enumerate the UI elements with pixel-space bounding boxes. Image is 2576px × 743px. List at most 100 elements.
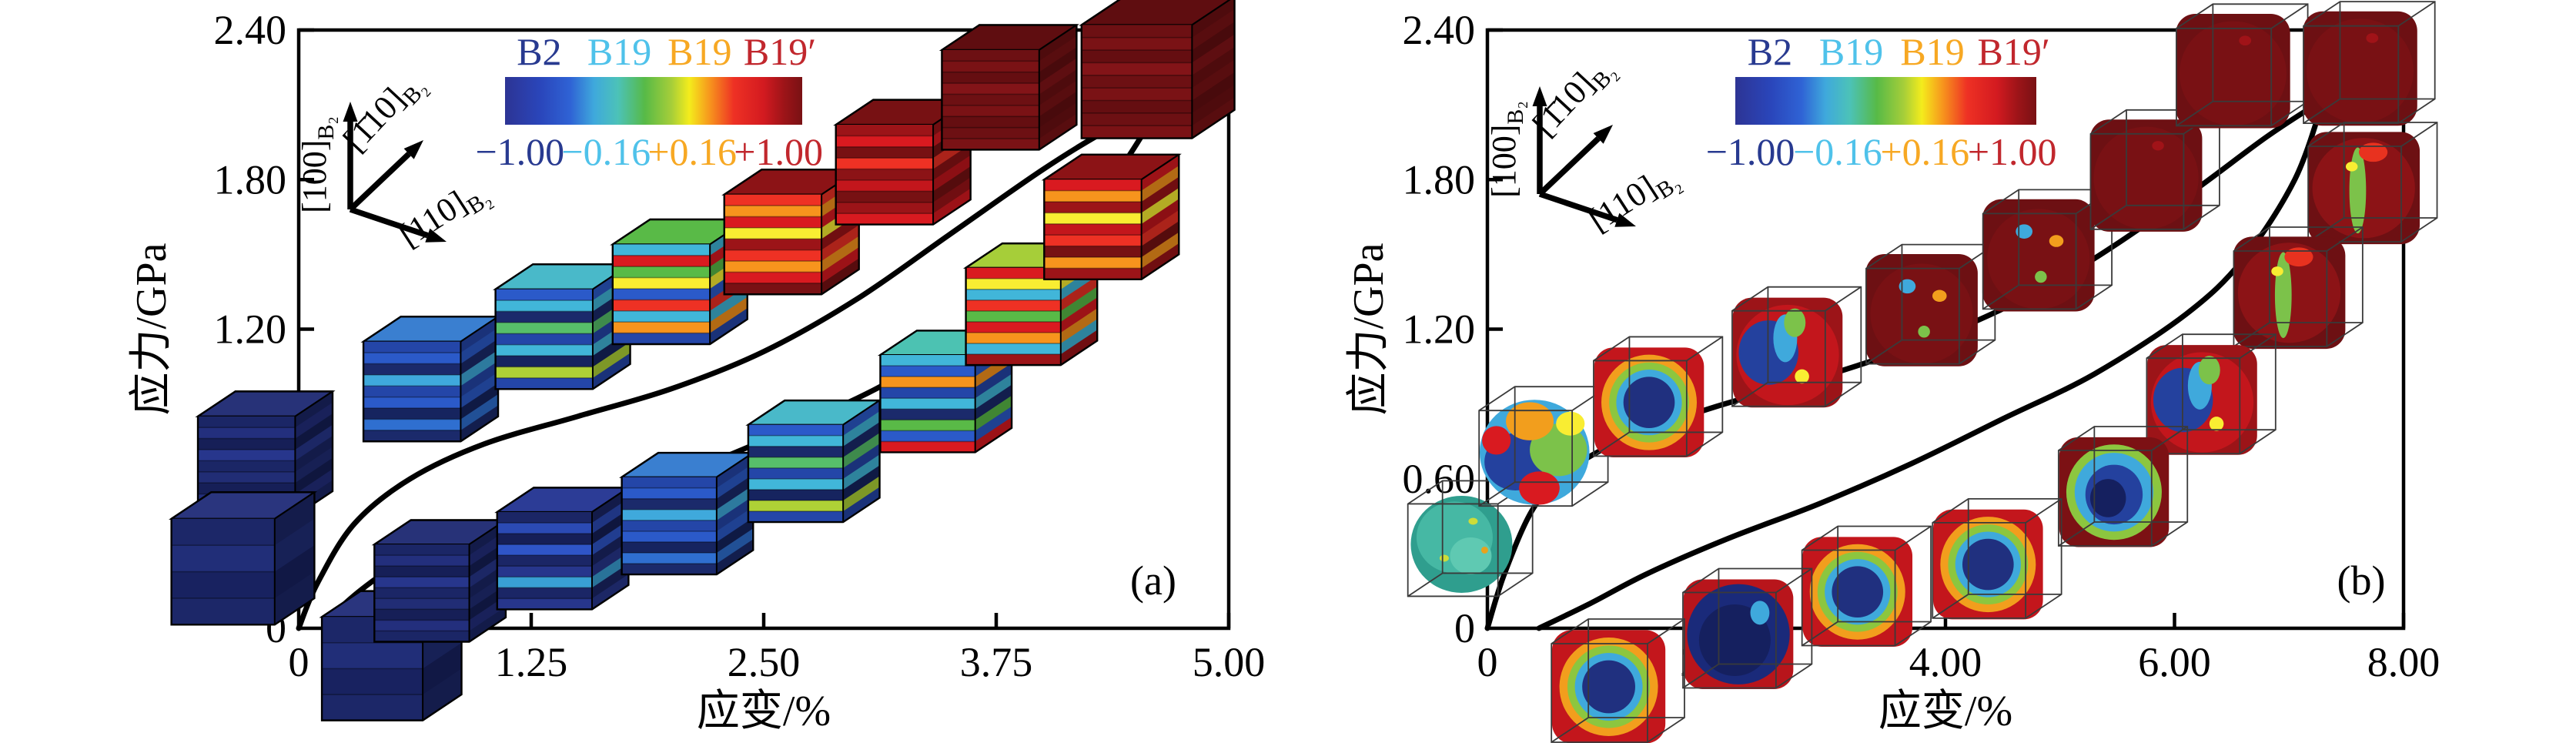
phase-snapshot-cube [371, 519, 509, 643]
cube-side-band [1141, 199, 1179, 236]
cube-front-band [612, 322, 711, 334]
cube-blob [1519, 471, 1560, 505]
cube-front-band [942, 116, 1039, 129]
cube-side-band [933, 155, 971, 192]
cube-front-band [880, 398, 975, 410]
phase-snapshot-cube [938, 24, 1080, 151]
cube-blob [1482, 426, 1511, 455]
cube-side-band [716, 485, 754, 521]
phase-label: B19′ [1978, 30, 2050, 73]
cube-edge [842, 400, 881, 426]
cube-front-band [497, 555, 592, 567]
cube-side-band [1192, 0, 1235, 38]
cube-side-band [1141, 232, 1179, 269]
cube-blob [2307, 18, 2414, 124]
cube-side-band [1192, 34, 1235, 76]
colorbar-tick-label: −1.00 [475, 130, 564, 173]
phase-snapshot-cube [1407, 480, 1534, 597]
phase-snapshot-cube [1079, 0, 1236, 139]
phase-snapshot-cube [1551, 618, 1685, 743]
cube-wireframe-edge [2176, 100, 2213, 127]
cube-side-band [975, 363, 1012, 399]
crystal-axis-arrow [1532, 86, 1547, 194]
cube-side-band [274, 545, 315, 599]
cube-wireframe-edge [1593, 431, 1630, 457]
cube-front-band [1081, 37, 1193, 51]
cube-side-band [592, 342, 631, 379]
cube-front-band [1044, 246, 1142, 258]
cube-front-band [374, 631, 470, 643]
cube-front-band [724, 272, 822, 284]
x-tick-label: 6.00 [2138, 639, 2211, 685]
cube-side-band [1039, 80, 1077, 117]
cube-front-band [835, 213, 934, 226]
cube-side-shade [843, 400, 880, 523]
cube-side-band [843, 422, 880, 458]
cube-front-band [835, 158, 934, 170]
cube-side-shade [1141, 154, 1179, 279]
cube-front-band [880, 430, 975, 442]
axis-label-110: [110]B₂ [393, 170, 497, 259]
y-tick-label: 0.60 [1403, 456, 1476, 502]
cube-blob [2035, 270, 2047, 283]
cube-side-band [1060, 297, 1098, 333]
cube-front-band [835, 124, 934, 136]
phase-snapshot-cube [2307, 122, 2438, 245]
cube-front-band [942, 83, 1039, 95]
cube-side-band [274, 518, 315, 573]
cube-side-band [975, 384, 1012, 420]
colorbar-tick-label: +0.16 [647, 130, 737, 173]
cube-front-band [363, 353, 461, 365]
cube-side-band [274, 492, 315, 546]
cube-wireframe-edge [1825, 286, 1862, 312]
cube-blob [1450, 537, 1492, 574]
cube-front-band [374, 620, 470, 632]
y-tick-label: 1.80 [1403, 156, 1476, 202]
cube-front-band [495, 311, 593, 323]
cube-outline [494, 263, 631, 390]
cube-blob [1468, 517, 1478, 525]
cube-side-band [843, 400, 880, 437]
panel-b-plot: 02.004.006.008.0000.601.201.802.40应变/%应力… [1345, 1, 2440, 743]
phase-snapshot-cube [1731, 286, 1862, 408]
phase-snapshot-cube [1801, 525, 1932, 648]
cube-side-band [933, 177, 971, 214]
cube-front-band [965, 354, 1061, 366]
cube-side-band [1039, 25, 1077, 62]
cube-side-band [295, 402, 333, 440]
cube-front-band [171, 597, 275, 625]
cube-front-band [835, 146, 934, 159]
cube-side-band [843, 411, 880, 447]
crystal-axis-arrow [349, 206, 447, 243]
cube-side-band [843, 433, 880, 469]
cube-side-band [460, 316, 499, 353]
cube-side-band [469, 606, 506, 643]
cube-blob [1832, 566, 1884, 618]
phase-label: B19 [587, 30, 651, 73]
cube-front-band [497, 534, 592, 545]
cube-side-band [460, 339, 499, 376]
cube-front-band [374, 566, 470, 577]
cube-side-band [1141, 166, 1179, 202]
phase-legend: B2 B19 B19 B19′ −1.00−0.16+0.16+1.00 [475, 30, 823, 173]
cube-side-band [933, 166, 971, 203]
cube-outline [723, 169, 860, 296]
crystal-axes-inset: [100]B₂[1̄10]B₂[110]B₂ [1485, 60, 1686, 243]
cube-front-band [965, 343, 1061, 355]
cube-front-band [748, 500, 844, 512]
cube-wireframe-edge [2239, 333, 2277, 359]
x-tick-label: 0 [289, 639, 309, 685]
cube-front-band [612, 310, 711, 323]
cube-blob [2016, 224, 2033, 239]
cube-blob [1918, 326, 1930, 338]
cube-side-band [1039, 47, 1077, 84]
cube-side-band [975, 395, 1012, 431]
cube-side-shade [460, 316, 499, 442]
cube-side-band [460, 383, 499, 420]
panel-label: (a) [1130, 557, 1176, 604]
axis-label-110: [110]B₂ [1582, 155, 1686, 243]
cube-front-band [1081, 25, 1193, 38]
arrow-head [1532, 86, 1547, 106]
phase-label: B19 [1819, 30, 1883, 73]
cube-outline [1080, 0, 1236, 139]
